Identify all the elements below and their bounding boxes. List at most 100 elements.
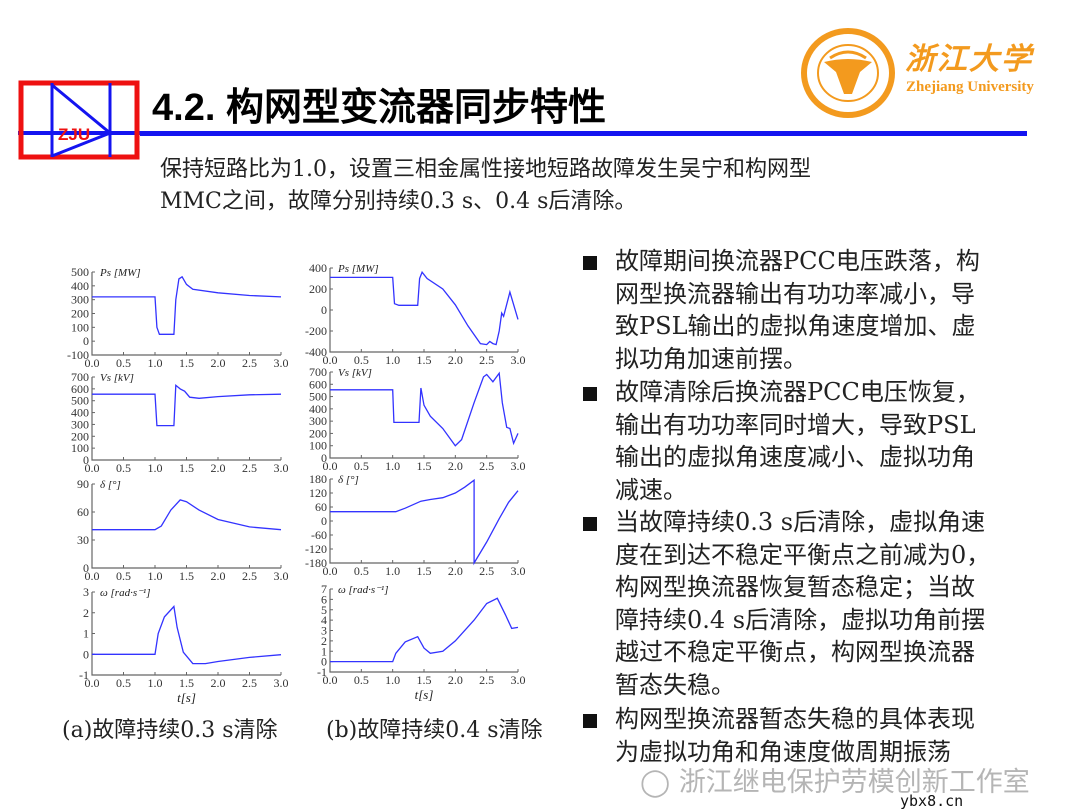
bullet-line: 输出的虚拟角速度减小、虚拟功角 <box>615 443 975 472</box>
x-tick-label: 0.5 <box>354 353 369 367</box>
y-axis-label: Ps [MW] <box>99 267 141 279</box>
watermark-site: ybx8.cn <box>900 792 964 810</box>
y-tick-label: 400 <box>71 406 89 420</box>
x-tick-label: 0.5 <box>116 676 131 690</box>
x-tick-label: 0.0 <box>323 673 338 687</box>
x-tick-label: 2.0 <box>211 461 226 475</box>
y-tick-label: -180 <box>305 556 327 570</box>
series-line <box>92 499 282 531</box>
y-axis-label: Vs [kV] <box>338 367 372 379</box>
x-tick-label: 1.5 <box>179 356 194 370</box>
x-tick-label: 0.5 <box>116 461 131 475</box>
bullet-line: 致PSL输出的虚拟角速度增加、虚 <box>615 312 976 341</box>
axes <box>91 592 281 676</box>
y-tick-label: 90 <box>77 477 89 491</box>
y-tick-label: 2 <box>83 606 89 620</box>
series-line <box>330 597 519 663</box>
zju-logo-text: ZJU <box>58 125 90 144</box>
x-tick-label: 1.5 <box>417 673 432 687</box>
x-tick-label: 0.0 <box>323 353 338 367</box>
y-tick-label: 100 <box>309 439 327 453</box>
y-tick-label: 0 <box>83 561 89 575</box>
caption-b: (b)故障持续0.4 s清除 <box>326 718 543 743</box>
x-tick-label: 1.0 <box>385 673 400 687</box>
bullet-square-icon <box>583 714 597 728</box>
y-tick-label: 4 <box>321 613 327 627</box>
x-tick-label: 1.5 <box>179 569 194 583</box>
y-tick-label: 5 <box>321 603 327 617</box>
x-tick-label: 2.5 <box>242 569 257 583</box>
series-line <box>92 383 282 427</box>
y-tick-label: 300 <box>71 293 89 307</box>
series-line <box>330 371 519 447</box>
x-tick-label: 2.5 <box>479 673 494 687</box>
axes <box>329 479 518 564</box>
x-tick-label: 3.0 <box>274 569 289 583</box>
bullet-line: 障持续0.4 s后清除，虚拟功角前摆 <box>615 605 986 634</box>
x-tick-label: 0.0 <box>323 564 338 578</box>
y-axis-label: Ps [MW] <box>337 263 379 275</box>
x-tick-label: 1.5 <box>417 353 432 367</box>
y-tick-label: -120 <box>305 542 327 556</box>
series-line <box>330 478 519 566</box>
x-tick-label: 2.5 <box>242 676 257 690</box>
y-tick-label: 3 <box>321 624 327 638</box>
university-seal <box>801 28 895 118</box>
x-tick-label: 2.0 <box>211 356 226 370</box>
bullet-line: 暂态失稳。 <box>615 671 735 699</box>
zju-logo: ZJU <box>18 80 142 160</box>
x-tick-label: 0.0 <box>85 356 100 370</box>
x-tick-label: 2.0 <box>211 569 226 583</box>
subplot-b-1: 0.0 0.5 1.0 1.5 2.0 2.5 3.0 -400 -200 0 200 400 Ps [… <box>305 261 526 367</box>
x-tick-label: 0.5 <box>354 673 369 687</box>
y-tick-label: 200 <box>309 282 327 296</box>
bullet-line: 拟功角加速前摆。 <box>615 344 807 373</box>
y-axis-label: Vs [kV] <box>100 372 134 384</box>
axes <box>91 377 281 461</box>
y-axis-label: δ [°] <box>100 479 121 491</box>
y-tick-label: 0 <box>321 451 327 465</box>
subplot-a-1: 0.0 0.5 1.0 1.5 2.0 2.5 3.0 -100010020030040050… <box>67 265 289 370</box>
y-tick-label: 400 <box>71 279 89 293</box>
y-tick-label: 500 <box>71 394 89 408</box>
y-tick-label: -100 <box>67 348 89 362</box>
y-tick-label: -400 <box>305 345 327 359</box>
x-tick-label: 0.0 <box>85 461 100 475</box>
y-tick-label: 0 <box>83 453 89 467</box>
y-tick-label: -60 <box>311 528 327 542</box>
y-tick-label: 200 <box>71 429 89 443</box>
y-tick-label: 120 <box>309 486 327 500</box>
university-name-en: Zhejiang University <box>906 79 1034 95</box>
x-tick-label: 1.5 <box>417 564 432 578</box>
bullet-line: 度在到达不稳定平衡点之前减为0， <box>615 540 991 569</box>
x-tick-label: 2.5 <box>242 461 257 475</box>
x-tick-label: 0.5 <box>354 564 369 578</box>
x-tick-label: 1.0 <box>148 461 163 475</box>
intro-line: 保持短路比为1.0，设置三相金属性接地短路故障发生吴宁和构网型 <box>160 157 811 182</box>
y-tick-label: 300 <box>71 417 89 431</box>
x-tick-label: 3.0 <box>511 353 526 367</box>
x-tick-label: 2.5 <box>479 564 494 578</box>
x-tick-label: 1.5 <box>179 461 194 475</box>
watermark-text: 浙江继电保护劳模创新工作室 <box>678 767 1030 798</box>
bullet-line: 故障期间换流器PCC电压跌落，构 <box>615 247 980 275</box>
y-tick-label: 500 <box>309 390 327 404</box>
x-tick-label: 0.0 <box>85 569 100 583</box>
x-tick-label: 2.5 <box>242 356 257 370</box>
x-tick-label: 1.0 <box>385 564 400 578</box>
y-tick-label: 700 <box>71 370 89 384</box>
bullet-line: 构网型换流器恢复暂态稳定；当故 <box>615 573 975 602</box>
subplot-b-2: 0.0 0.5 1.0 1.5 2.0 2.5 3.0 0100200300400500600… <box>309 365 526 473</box>
x-tick-label: 2.0 <box>448 564 463 578</box>
bullet-line: 当故障持续0.3 s后清除，虚拟角速 <box>615 508 986 536</box>
y-tick-label: 60 <box>77 505 89 519</box>
subplot-b-3: 0.0 0.5 1.0 1.5 2.0 2.5 3.0 -180-120-6006012018… <box>305 472 526 578</box>
y-tick-label: 180 <box>309 472 327 486</box>
x-tick-label: 0.0 <box>85 676 100 690</box>
x-axis-label: t[s] <box>415 687 434 702</box>
bullet-square-icon <box>583 517 597 531</box>
y-tick-label: 300 <box>309 414 327 428</box>
x-tick-label: 1.0 <box>148 356 163 370</box>
x-tick-label: 2.0 <box>448 459 463 473</box>
x-tick-label: 1.0 <box>385 459 400 473</box>
